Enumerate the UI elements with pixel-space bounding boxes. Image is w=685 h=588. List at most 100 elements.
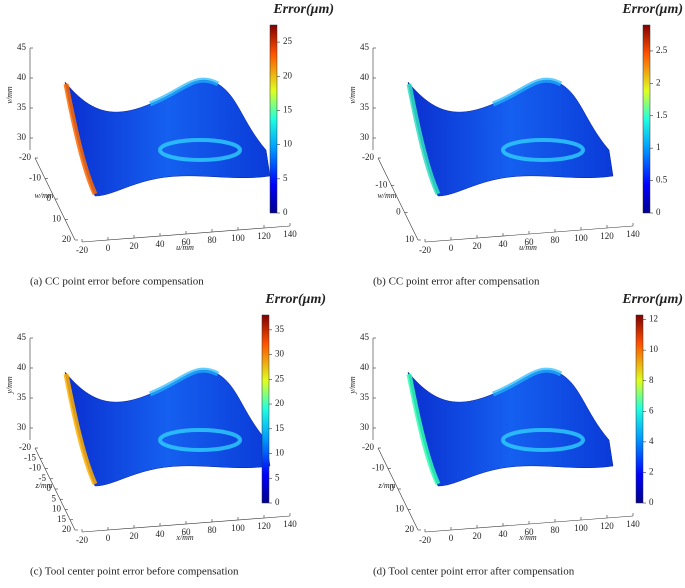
- tick-label: -20: [362, 152, 374, 162]
- surface-band: [492, 77, 563, 107]
- tick-label: 20: [473, 531, 483, 541]
- colorbar-tick-label: 20: [275, 398, 285, 408]
- tick-label: 60: [182, 527, 192, 537]
- tick-label: 140: [626, 229, 640, 239]
- tick-label: 0: [106, 243, 111, 253]
- tick-label: 30: [360, 422, 370, 432]
- tick-label: -20: [76, 245, 88, 255]
- tick-label: 80: [551, 235, 561, 245]
- axis-label: v/mm: [5, 86, 14, 104]
- tick-label: 100: [231, 233, 245, 243]
- colorbar-tick-label: 4: [649, 436, 654, 446]
- tick-label: 30: [17, 422, 27, 432]
- surface-edge: [406, 83, 441, 196]
- axis-label: y/mm: [5, 376, 14, 395]
- surface: [64, 79, 271, 197]
- tick-label: 45: [360, 332, 370, 342]
- surface-edge: [406, 373, 441, 486]
- tick-label: 0: [449, 533, 454, 543]
- axis-label: z/mm: [378, 481, 396, 490]
- colorbar-tick-label: 10: [649, 344, 659, 354]
- caption: (c) Tool center point error before compe…: [30, 566, 239, 578]
- axis-label: w/mm: [34, 191, 53, 200]
- colorbar-tick-label: 2: [656, 77, 661, 87]
- tick-label: 45: [17, 332, 27, 342]
- tick-label: 0: [106, 533, 111, 543]
- surface: [407, 79, 614, 197]
- colorbar-tick-label: 0.5: [656, 175, 668, 185]
- tick-label: 100: [231, 523, 245, 533]
- tick-label: 20: [130, 531, 140, 541]
- tick-label: 10: [52, 214, 62, 224]
- colorbar: [635, 314, 644, 504]
- tick-label: 30: [360, 132, 370, 142]
- axis-label: u/mm: [519, 243, 537, 252]
- tick-label: -20: [362, 442, 374, 452]
- surface-highlight: [158, 138, 242, 162]
- colorbar-tick-label: 0: [275, 497, 280, 507]
- axis-label: w/mm: [377, 191, 396, 200]
- axis-label: v/mm: [348, 86, 357, 104]
- colorbar-tick-label: 35: [275, 324, 285, 334]
- caption: (a) CC point error before compensation: [30, 276, 204, 288]
- tick-label: 40: [499, 529, 509, 539]
- tick-label: 60: [525, 527, 535, 537]
- colorbar-tick-label: 8: [649, 375, 654, 385]
- colorbar-tick-label: 30: [275, 349, 285, 359]
- surface-highlight: [158, 428, 242, 452]
- tick-label: 35: [17, 102, 27, 112]
- tick-label: 80: [208, 235, 218, 245]
- tick-label: 0: [449, 243, 454, 253]
- tick-label: 45: [17, 42, 27, 52]
- colorbar-tick-label: 1: [656, 142, 661, 152]
- tick-label: 40: [156, 239, 166, 249]
- colorbar-tick-label: 15: [275, 423, 285, 433]
- tick-label: 20: [62, 234, 72, 244]
- surface-band: [149, 367, 220, 397]
- tick-label: 5: [52, 493, 57, 503]
- colorbar-tick-label: 25: [275, 373, 285, 383]
- caption: (d) Tool center point error after compen…: [373, 566, 575, 578]
- tick-label: 35: [17, 392, 27, 402]
- tick-label: 10: [405, 234, 415, 244]
- colorbar-tick-label: 5: [283, 173, 288, 183]
- surface-edge: [63, 373, 98, 486]
- colorbar: [269, 24, 278, 214]
- tick-label: 40: [499, 239, 509, 249]
- colorbar-tick-label: 0: [649, 497, 654, 507]
- tick-label: 40: [17, 362, 27, 372]
- colorbar-title: Error(μm): [272, 2, 334, 17]
- colorbar-tick-label: 0: [283, 207, 288, 217]
- tick-label: 140: [283, 229, 297, 239]
- tick-label: -10: [29, 173, 41, 183]
- colorbar-tick-label: 5: [275, 472, 280, 482]
- tick-label: 20: [473, 241, 483, 251]
- colorbar-tick-label: 20: [283, 70, 293, 80]
- tick-label: 20: [405, 524, 415, 534]
- colorbar-tick-label: 15: [283, 105, 293, 115]
- tick-label: 35: [360, 392, 370, 402]
- caption: (b) CC point error after compensation: [373, 276, 540, 288]
- axis-label: x/mm: [518, 533, 537, 542]
- tick-label: 120: [257, 231, 271, 241]
- surface: [407, 369, 614, 487]
- tick-label: 40: [156, 529, 166, 539]
- colorbar-title: Error(μm): [264, 292, 326, 307]
- colorbar-tick-label: 6: [649, 405, 654, 415]
- surface-edge: [63, 83, 98, 196]
- axis-line: [377, 157, 419, 241]
- colorbar: [261, 314, 270, 504]
- tick-label: 45: [360, 42, 370, 52]
- surface-band: [492, 367, 563, 397]
- tick-label: 100: [574, 523, 588, 533]
- tick-label: 0: [47, 193, 52, 203]
- colorbar-tick-label: 12: [649, 314, 658, 324]
- tick-label: 100: [574, 233, 588, 243]
- axis-label: x/mm: [175, 533, 194, 542]
- tick-label: 140: [626, 519, 640, 529]
- tick-label: -15: [24, 452, 36, 462]
- colorbar-tick-label: 10: [275, 448, 285, 458]
- colorbar-title: Error(μm): [621, 292, 683, 307]
